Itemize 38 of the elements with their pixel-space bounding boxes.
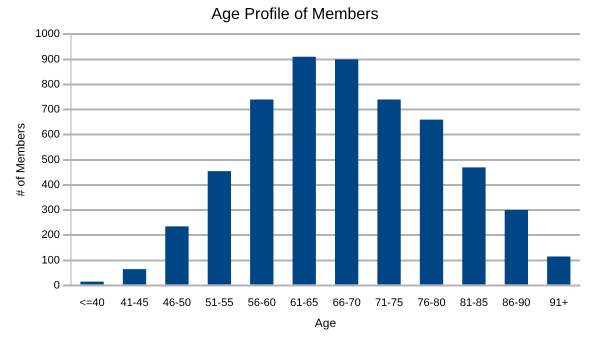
x-tick-label: 76-80 [417,297,446,310]
bar [504,210,528,284]
x-tick-label: 56-60 [248,297,276,310]
y-tick-label: 100 [42,254,60,266]
x-tick-label: 41-45 [120,297,149,310]
bar [420,120,444,284]
x-tick-label: <=40 [80,297,105,310]
y-tick-label: 1000 [35,28,60,40]
bar [547,256,570,284]
chart-title: Age Profile of Members [211,6,379,24]
bar [80,282,104,284]
y-tick-label: 0 [54,279,60,292]
x-tick-label: 51-55 [205,297,234,310]
x-tick-label: 71-75 [375,297,404,310]
x-tick-label: 81-85 [460,297,488,310]
y-tick-label: 300 [42,204,60,216]
y-tick-label: 500 [42,154,60,166]
y-axis-title: # of Members [14,123,28,196]
x-tick-label: 91+ [549,297,568,310]
x-tick-label: 86-90 [502,297,530,310]
bar [250,100,274,284]
bar [462,167,486,284]
y-tick-label: 400 [42,178,60,191]
y-tick-label: 900 [42,53,60,66]
bar [165,226,189,284]
bar [122,269,146,284]
bar [208,171,232,284]
y-tick-label: 600 [42,128,60,141]
y-tick-label: 200 [42,229,60,242]
x-tick-label: 66-70 [332,297,361,310]
bar [292,56,316,284]
bar [334,59,358,284]
x-tick-label: 46-50 [162,297,192,310]
x-axis-title: Age [314,316,336,330]
x-tick-label: 61-65 [290,297,318,310]
bar [377,100,401,284]
y-tick-label: 800 [42,78,60,90]
y-tick-label: 700 [42,104,60,116]
